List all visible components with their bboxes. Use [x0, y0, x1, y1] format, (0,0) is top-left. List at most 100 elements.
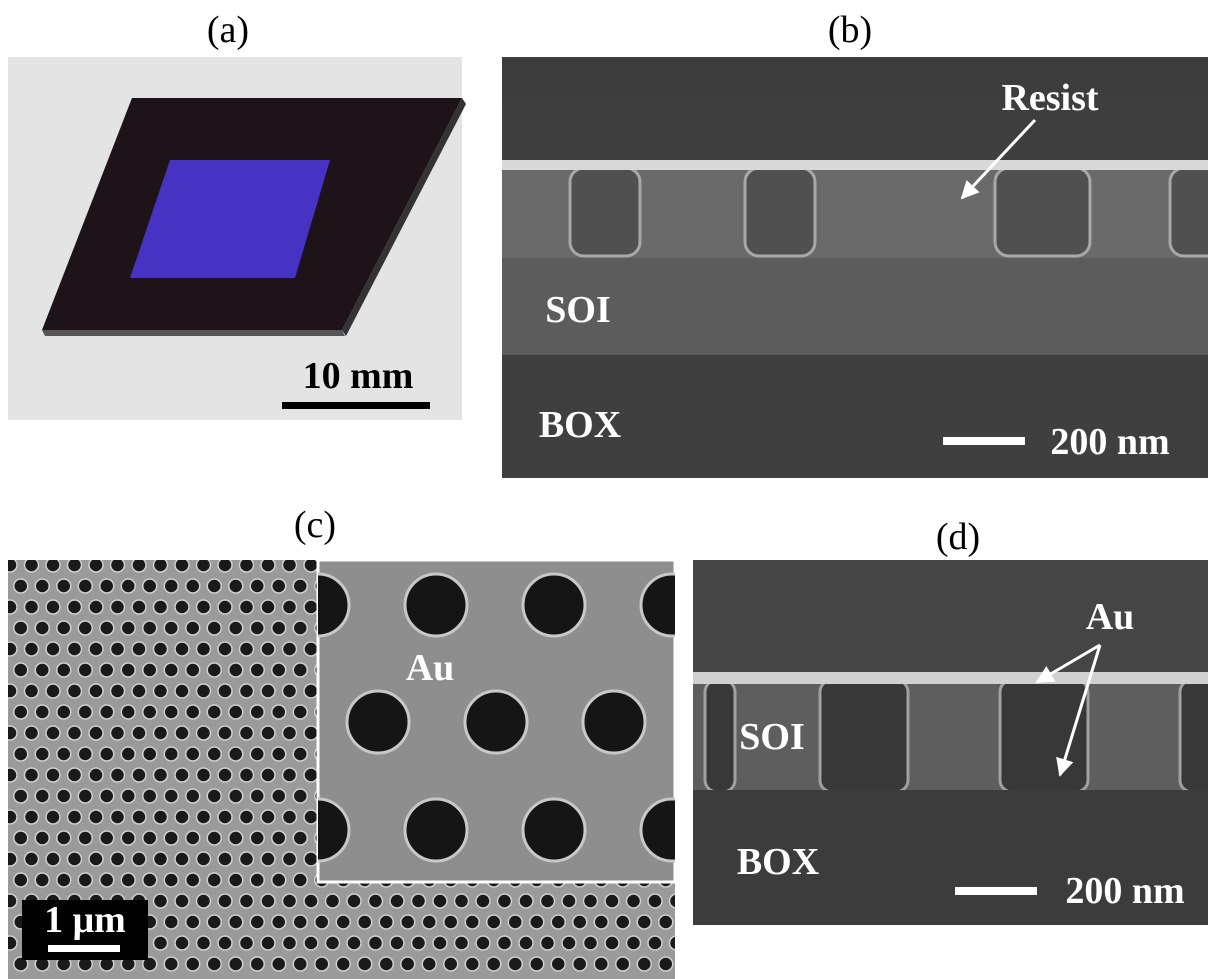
hole	[78, 747, 92, 761]
well	[1000, 680, 1088, 792]
hole	[530, 957, 544, 971]
hole	[121, 579, 135, 593]
hole	[111, 810, 125, 824]
well	[745, 168, 815, 256]
hole	[326, 894, 340, 908]
hole	[283, 642, 297, 656]
hole	[519, 936, 533, 950]
hole	[111, 558, 125, 572]
hole	[154, 684, 168, 698]
hole	[498, 936, 512, 950]
hole	[336, 915, 350, 929]
hole	[218, 894, 232, 908]
hole	[304, 684, 318, 698]
hole	[405, 574, 467, 636]
hole	[186, 621, 200, 635]
scale-bar	[282, 402, 430, 409]
hole	[3, 852, 17, 866]
hole	[508, 957, 522, 971]
hole	[154, 642, 168, 656]
hole	[78, 663, 92, 677]
hole	[111, 684, 125, 698]
hole	[240, 852, 254, 866]
hole	[35, 663, 49, 677]
hole	[229, 957, 243, 971]
hole	[584, 936, 598, 950]
hole	[68, 684, 82, 698]
hole	[78, 873, 92, 887]
hole	[401, 957, 415, 971]
panel-label: (d)	[936, 516, 980, 558]
hole	[154, 768, 168, 782]
well	[1180, 680, 1208, 792]
hole	[132, 600, 146, 614]
hole	[164, 579, 178, 593]
hole	[186, 831, 200, 845]
hole	[562, 894, 576, 908]
hole	[648, 894, 662, 908]
hole	[164, 621, 178, 635]
hole	[89, 600, 103, 614]
hole	[336, 957, 350, 971]
hole	[465, 915, 479, 929]
hole	[304, 894, 318, 908]
hole	[57, 831, 71, 845]
hole	[89, 852, 103, 866]
hole	[347, 936, 361, 950]
hole	[218, 558, 232, 572]
hole	[218, 768, 232, 782]
hole	[229, 873, 243, 887]
hole	[68, 810, 82, 824]
hole	[14, 705, 28, 719]
hole	[35, 873, 49, 887]
hole	[293, 747, 307, 761]
hole	[57, 747, 71, 761]
hole	[594, 915, 608, 929]
hole	[465, 957, 479, 971]
hole	[154, 600, 168, 614]
hole	[304, 558, 318, 572]
hole	[250, 873, 264, 887]
hole	[111, 726, 125, 740]
hole	[304, 810, 318, 824]
hole	[143, 705, 157, 719]
well	[820, 680, 908, 792]
hole	[272, 621, 286, 635]
hole	[455, 936, 469, 950]
hole	[272, 831, 286, 845]
hole	[627, 894, 641, 908]
hole	[519, 894, 533, 908]
hole	[46, 810, 60, 824]
hole	[541, 936, 555, 950]
hole	[25, 726, 39, 740]
hole	[186, 873, 200, 887]
hole	[293, 663, 307, 677]
hole	[164, 957, 178, 971]
hole	[25, 810, 39, 824]
hole	[68, 768, 82, 782]
hole	[293, 957, 307, 971]
hole	[293, 915, 307, 929]
hole	[89, 558, 103, 572]
hole	[175, 936, 189, 950]
hole	[326, 936, 340, 950]
hole	[207, 957, 221, 971]
hole	[369, 894, 383, 908]
hole	[121, 831, 135, 845]
hole	[3, 936, 17, 950]
hole	[175, 852, 189, 866]
hole	[3, 558, 17, 572]
hole	[659, 915, 673, 929]
sem-d: Au SOI BOX 200 nm	[693, 560, 1208, 925]
hole	[46, 600, 60, 614]
hole	[272, 747, 286, 761]
hole	[670, 894, 684, 908]
hole	[304, 852, 318, 866]
hole	[186, 957, 200, 971]
hole	[405, 799, 467, 861]
hole	[78, 705, 92, 719]
hole	[250, 957, 264, 971]
hole	[143, 789, 157, 803]
hole	[100, 663, 114, 677]
panel-label: (b)	[828, 9, 872, 51]
